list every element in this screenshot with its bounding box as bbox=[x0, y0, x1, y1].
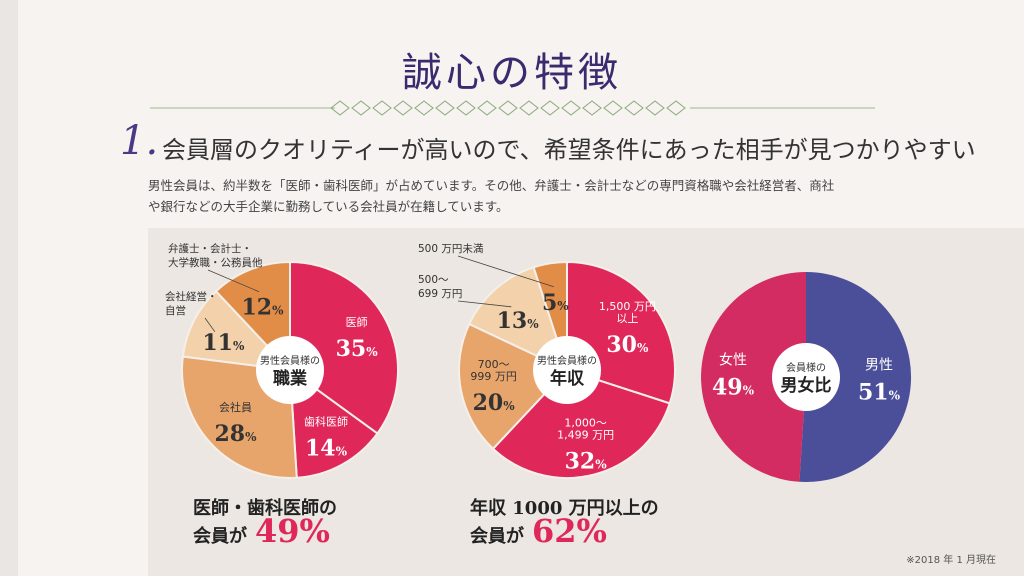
summary-income: 年収 1000 万円以上の 会員が 62% bbox=[470, 498, 659, 548]
divider-diamond bbox=[351, 100, 371, 116]
divider-diamond bbox=[435, 100, 455, 116]
summary-income-value: 62% bbox=[532, 512, 607, 550]
divider-diamond bbox=[519, 100, 539, 116]
pie-slice bbox=[491, 368, 671, 479]
page-title: 誠心の特徴 bbox=[402, 50, 622, 96]
divider-diamond bbox=[498, 100, 518, 116]
callout-label: 699 万円 bbox=[418, 288, 462, 300]
pie-center-caption: 会員様の bbox=[786, 361, 826, 374]
summary-occupation-line2: 会員が bbox=[193, 526, 247, 547]
divider-diamond bbox=[645, 100, 665, 116]
summary-occupation: 医師・歯科医師の 会員が 49% bbox=[193, 498, 337, 548]
divider-diamond bbox=[414, 100, 434, 116]
pie-slice bbox=[467, 266, 569, 372]
slice-value: 30% bbox=[606, 332, 649, 358]
section-heading: 会員層のクオリティーが高いので、希望条件にあった相手が見つかりやすい bbox=[162, 136, 976, 164]
callout-label: 自営 bbox=[165, 304, 186, 317]
slice-label: 医師 bbox=[346, 316, 368, 329]
pie-slice bbox=[289, 260, 399, 435]
divider-diamond bbox=[603, 100, 623, 116]
pie-slice bbox=[701, 272, 806, 482]
slice-label: 歯科医師 bbox=[304, 415, 348, 429]
divider-diamond bbox=[456, 100, 476, 116]
slice-label: 会社員 bbox=[219, 400, 252, 414]
intro-line-1: 男性会員は、約半数を「医師・歯科医師」が占めています。その他、弁護士・会計士など… bbox=[148, 178, 835, 193]
slice-label: 1,499 万円 bbox=[557, 428, 614, 441]
slice-value: 28% bbox=[214, 421, 257, 447]
pie-center bbox=[256, 336, 324, 404]
pie-slice bbox=[288, 367, 379, 479]
slice-label: 以上 bbox=[616, 312, 638, 325]
pie-center-title: 男女比 bbox=[781, 375, 832, 396]
intro-text: 男性会員は、約半数を「医師・歯科医師」が占めています。その他、弁護士・会計士など… bbox=[148, 175, 908, 217]
slice-label: 女性 bbox=[719, 352, 747, 369]
divider-diamond bbox=[330, 100, 350, 116]
divider-diamond bbox=[666, 100, 686, 116]
callout-label: 500 万円未満 bbox=[418, 243, 484, 255]
pie-center-title: 年収 bbox=[550, 368, 585, 389]
summary-income-line1: 年収 1000 万円以上の bbox=[470, 498, 659, 519]
pie-center bbox=[533, 336, 601, 404]
divider-diamond bbox=[393, 100, 413, 116]
pie-slice bbox=[458, 322, 569, 451]
pie-slice bbox=[799, 271, 912, 482]
section-number: 1. bbox=[120, 118, 159, 164]
pie-center-caption: 男性会員様の bbox=[260, 354, 320, 367]
divider-diamond bbox=[372, 100, 392, 116]
callout-label: 大学教職・公務員他 bbox=[168, 256, 263, 269]
callout-leader bbox=[457, 255, 554, 288]
pie-center bbox=[772, 343, 840, 411]
slice-label: 男性 bbox=[865, 357, 893, 373]
divider-diamond bbox=[561, 100, 581, 116]
callout-leader bbox=[207, 269, 260, 293]
summary-occupation-value: 49% bbox=[255, 512, 330, 550]
footnote: ※2018 年 1 月現在 bbox=[906, 555, 996, 566]
callout-label: 弁護士・会計士・ bbox=[168, 242, 252, 255]
callout-leader bbox=[457, 300, 512, 308]
intro-line-2: や銀行などの大手企業に勤務している会社員が在籍しています。 bbox=[148, 199, 509, 214]
summary-occupation-line1: 医師・歯科医師の bbox=[193, 498, 337, 519]
callout-leader bbox=[204, 317, 216, 333]
callout-label: 500～ bbox=[418, 274, 449, 286]
summary-income-line2: 会員が bbox=[470, 526, 524, 547]
divider-diamond bbox=[582, 100, 602, 116]
slice-label: 1,500 万円 bbox=[599, 300, 656, 313]
callout-label: 会社経営・ bbox=[165, 290, 218, 303]
pie-center-title: 職業 bbox=[273, 368, 307, 389]
ornamental-divider bbox=[150, 100, 875, 116]
divider-diamond bbox=[624, 100, 644, 116]
slice-label: 1,000～ bbox=[564, 416, 607, 429]
divider-diamond bbox=[540, 100, 560, 116]
slice-label: 999 万円 bbox=[470, 370, 517, 383]
pie-center-caption: 男性会員様の bbox=[537, 354, 597, 367]
divider-diamond bbox=[477, 100, 497, 116]
slice-label: 700～ bbox=[478, 358, 510, 371]
